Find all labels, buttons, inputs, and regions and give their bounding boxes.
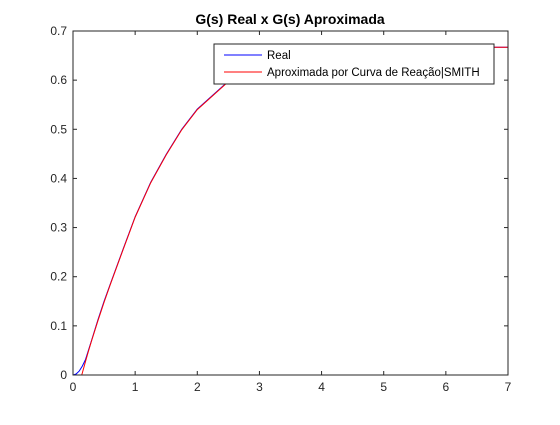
x-tick-label: 1: [132, 380, 139, 394]
legend-box: [213, 43, 495, 85]
series-line-aproximada: [73, 46, 508, 375]
ticks-layer: 0 1 2 3 4 5 6 7 0 0.1 0.2 0.3 0.4 0.5 0.6 0.7: [50, 24, 511, 394]
x-tick-label: 0: [70, 380, 77, 394]
legend-entry-label: Real: [267, 50, 291, 62]
y-tick-label: 0.4: [50, 171, 67, 185]
chart-title: G(s) Real x G(s) Aproximada: [195, 11, 385, 27]
y-tick-label: 0: [60, 368, 67, 382]
y-tick-label: 0.1: [50, 319, 67, 333]
x-tick-label: 4: [318, 380, 325, 394]
y-tick-label: 0.6: [50, 73, 67, 87]
x-tick-label: 2: [194, 380, 201, 394]
x-tick-label: 6: [443, 380, 450, 394]
y-tick-label: 0.7: [50, 24, 67, 38]
axes-box: [72, 30, 509, 376]
legend-entry-label: Aproximada por Curva de Reação|SMITH: [267, 67, 480, 79]
y-tick-label: 0.2: [50, 270, 67, 284]
y-tick-label: 0.3: [50, 221, 67, 235]
y-tick-label: 0.5: [50, 122, 67, 136]
legend[interactable]: Real Aproximada por Curva de Reação|SMITH: [213, 43, 495, 85]
x-tick-label: 5: [380, 380, 387, 394]
x-tick-label: 7: [505, 380, 512, 394]
series-layer: [73, 46, 508, 375]
x-tick-label: 3: [256, 380, 263, 394]
